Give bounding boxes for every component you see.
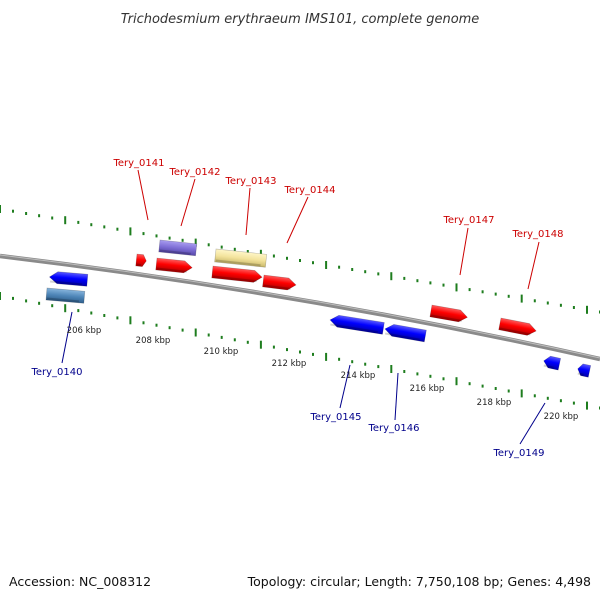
label-leader-tery_0140 xyxy=(61,311,73,364)
gene-label-tery_0147[interactable]: Tery_0147 xyxy=(442,215,494,226)
genome-backbone xyxy=(0,253,600,362)
label-leader-tery_0142 xyxy=(180,178,196,227)
position-tick-label: 216 kbp xyxy=(410,384,445,394)
gene-label-tery_0140[interactable]: Tery_0140 xyxy=(30,367,82,378)
genome-title: Trichodesmium erythraeum IMS101, complet… xyxy=(121,12,480,27)
label-leader-tery_0147 xyxy=(459,227,469,276)
inner-minor-ticks xyxy=(0,292,600,410)
gene-tery_0141-feature[interactable] xyxy=(135,253,147,267)
position-tick-label: 212 kbp xyxy=(272,359,307,369)
gene-tery_0140-feature[interactable] xyxy=(48,271,89,287)
gene-tery_0149-feature-2[interactable] xyxy=(577,363,592,378)
accession-text: Accession: NC_008312 xyxy=(9,574,152,589)
label-leader-tery_0146 xyxy=(394,372,399,421)
position-tick-label: 208 kbp xyxy=(136,336,171,346)
gene-tery_0142-feature-2[interactable] xyxy=(158,239,198,257)
gene-tery_0149-feature[interactable] xyxy=(543,355,562,371)
gene-label-tery_0148[interactable]: Tery_0148 xyxy=(511,229,563,240)
position-tick-label: 214 kbp xyxy=(341,371,376,381)
gene-label-tery_0141[interactable]: Tery_0141 xyxy=(112,158,164,169)
gene-label-tery_0142[interactable]: Tery_0142 xyxy=(168,167,220,178)
gene-features xyxy=(45,239,592,378)
gene-tery_0144-feature[interactable] xyxy=(262,274,297,291)
gene-label-tery_0144[interactable]: Tery_0144 xyxy=(283,185,335,196)
gene-tery_0143-feature[interactable] xyxy=(211,265,263,283)
gene-tery_0145-feature[interactable] xyxy=(329,314,385,335)
outer-minor-ticks xyxy=(0,205,600,314)
genome-backbone-highlight xyxy=(0,254,600,359)
gene-label-tery_0145[interactable]: Tery_0145 xyxy=(309,412,361,423)
position-tick-label: 206 kbp xyxy=(67,326,102,336)
gene-tery_0146-feature[interactable] xyxy=(384,323,427,343)
gene-tery_0140-feature-2[interactable] xyxy=(45,287,86,304)
topology-text: Topology: circular; Length: 7,750,108 bp… xyxy=(247,574,591,589)
gene-tery_0147-feature[interactable] xyxy=(429,304,469,323)
gene-tery_0148-feature[interactable] xyxy=(498,317,538,337)
label-leader-tery_0143 xyxy=(245,187,251,236)
position-tick-labels: 206 kbp 208 kbp 210 kbp 212 kbp 214 kbp 216 k… xyxy=(67,326,579,422)
gene-tery_0143-feature-2[interactable] xyxy=(214,248,268,268)
gene-label-tery_0149[interactable]: Tery_0149 xyxy=(492,448,544,459)
gene-label-tery_0146[interactable]: Tery_0146 xyxy=(367,423,419,434)
gene-tery_0142-feature[interactable] xyxy=(155,257,193,274)
position-tick-label: 218 kbp xyxy=(477,398,512,408)
label-leader-tery_0148 xyxy=(527,241,540,290)
label-leader-tery_0144 xyxy=(286,196,309,244)
gene-labels: Tery_0140 Tery_0141 Tery_0142 Tery_0143 Tery… xyxy=(30,158,563,459)
label-leader-tery_0141 xyxy=(137,169,149,221)
position-tick-label: 220 kbp xyxy=(544,412,579,422)
position-tick-label: 210 kbp xyxy=(204,347,239,357)
label-leader-tery_0149 xyxy=(519,402,546,445)
gene-label-tery_0143[interactable]: Tery_0143 xyxy=(224,176,276,187)
label-leader-tery_0145 xyxy=(339,364,351,409)
